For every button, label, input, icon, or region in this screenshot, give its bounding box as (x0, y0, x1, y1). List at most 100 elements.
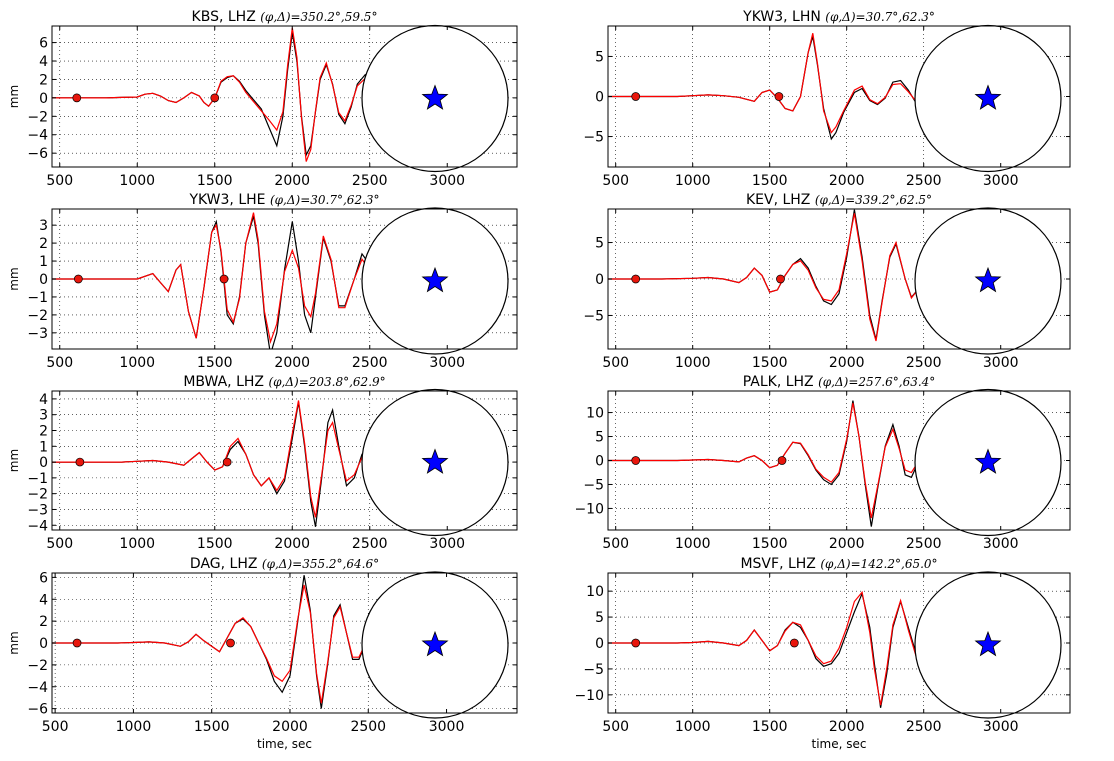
window-marker (631, 92, 641, 101)
globe-outline (361, 388, 509, 537)
x-tick-label: 1500 (197, 173, 233, 189)
window-marker (226, 638, 235, 648)
window-marker (631, 638, 641, 648)
x-tick-label: 500 (46, 173, 73, 189)
window-marker (631, 456, 641, 465)
subplot-title: MBWA, LHZ (φ,Δ)=203.8°,62.9° (183, 374, 385, 390)
x-tick-label: 3000 (983, 355, 1019, 371)
y-tick-label: −2 (27, 658, 48, 674)
synthetic-trace (608, 213, 967, 342)
station-map (914, 24, 1062, 173)
subplot-2: 500 1000 1500 2000 2500 3000 −5 0 5 YKW3, LHN (φ,… (583, 9, 1071, 189)
window-marker (73, 274, 83, 284)
subplot-1: 500 1000 1500 2000 2500 3000 −6 −4 −2 0 2 4 6 KBS, LH… (7, 9, 518, 189)
x-tick-label: 2000 (274, 173, 310, 189)
subplot-title-params: (φ,Δ)=30.7°,62.3° (270, 193, 380, 207)
x-tick-label: 2000 (829, 719, 865, 735)
x-tick-label: 1500 (752, 355, 788, 371)
synthetic-trace (52, 584, 413, 704)
y-tick-label: 2 (39, 72, 48, 88)
globe-outline (914, 207, 1062, 355)
station-map (914, 207, 1062, 355)
x-tick-label: 2500 (350, 719, 386, 735)
observed-trace (52, 32, 414, 158)
y-tick-label: 2 (39, 236, 48, 252)
subplot-4: 500 1000 1500 2000 2500 3000 −5 0 5 KEV, LHZ (φ,Δ… (583, 192, 1071, 371)
x-tick-label: 500 (602, 355, 629, 371)
x-tick-label: 500 (42, 719, 69, 735)
x-tick-label: 500 (602, 173, 629, 189)
x-tick-label: 3000 (429, 355, 465, 371)
x-tick-label: 2500 (352, 536, 388, 552)
y-tick-label: 0 (595, 90, 604, 106)
station-map (914, 388, 1062, 537)
subplot-title-station: DAG, LHZ (190, 556, 262, 572)
window-marker (789, 638, 799, 648)
event-star (421, 84, 449, 110)
observed-trace (52, 216, 414, 349)
x-tick-label: 1500 (752, 719, 788, 735)
event-star (974, 84, 1002, 110)
y-tick-label: 6 (39, 36, 48, 52)
event-star (421, 630, 449, 657)
y-tick-label: 10 (586, 406, 604, 422)
subplot-title: YKW3, LHN (φ,Δ)=30.7°,62.3° (742, 9, 935, 25)
x-tick-label: 3000 (429, 719, 465, 735)
x-tick-label: 2500 (352, 173, 388, 189)
subplot-3: 500 1000 1500 2000 2500 3000 −3 −2 −1 0 1 2 3 YKW3, L… (7, 192, 518, 371)
y-tick-label: −5 (583, 662, 604, 678)
y-tick-label: 4 (39, 592, 48, 608)
subplot-title-station: YKW3, LHN (742, 9, 825, 25)
y-tick-label: 10 (586, 584, 604, 600)
y-tick-label: −4 (27, 128, 48, 144)
y-tick-label: 6 (39, 570, 48, 586)
y-tick-label: −2 (27, 487, 48, 503)
window-marker (631, 274, 641, 284)
globe-outline (914, 388, 1062, 537)
y-tick-label: 5 (595, 49, 604, 65)
x-tick-label: 1000 (119, 173, 155, 189)
station-map (361, 24, 509, 173)
y-tick-label: −6 (27, 146, 48, 162)
y-tick-label: −3 (27, 502, 48, 518)
subplot-title-params: (φ,Δ)=30.7°,62.3° (825, 10, 935, 24)
event-star (974, 448, 1002, 474)
y-tick-label: 4 (39, 54, 48, 70)
station-map (361, 571, 509, 719)
x-tick-label: 1000 (675, 719, 711, 735)
x-tick-label: 3000 (983, 719, 1019, 735)
x-tick-label: 500 (46, 536, 73, 552)
x-tick-label: 2500 (352, 355, 388, 371)
window-marker (776, 274, 785, 284)
x-tick-label: 3000 (983, 536, 1019, 552)
subplot-title-station: YKW3, LHE (188, 192, 270, 208)
y-tick-label: 1 (39, 439, 48, 455)
x-tick-label: 1000 (119, 536, 155, 552)
x-tick-label: 2500 (906, 536, 942, 552)
y-axis-label: mm (7, 631, 21, 654)
x-tick-label: 2000 (274, 355, 310, 371)
subplot-title-params: (φ,Δ)=257.6°,63.4° (818, 375, 935, 389)
y-axis-label: mm (7, 267, 21, 290)
x-axis-label: time, sec (257, 737, 312, 751)
window-marker (222, 457, 232, 467)
subplot-7: 500 1000 1500 2000 2500 3000 −6 −4 −2 0 2 4 6 DAG, LH… (7, 556, 518, 751)
axes-frame (51, 390, 518, 531)
y-tick-label: 0 (39, 455, 48, 471)
subplot-title: PALK, LHZ (φ,Δ)=257.6°,63.4° (743, 374, 936, 390)
subplot-title-params: (φ,Δ)=355.2°,64.6° (262, 557, 379, 571)
y-tick-label: −4 (27, 518, 48, 534)
subplot-title-station: KBS, LHZ (192, 9, 261, 25)
y-tick-label: −1 (27, 290, 48, 306)
subplot-title-params: (φ,Δ)=142.2°,65.0° (820, 557, 937, 571)
y-tick-label: 0 (595, 454, 604, 470)
x-tick-label: 500 (46, 355, 73, 371)
observed-trace (608, 591, 968, 708)
subplot-title-station: MBWA, LHZ (183, 374, 268, 390)
subplot-title-station: PALK, LHZ (743, 374, 818, 390)
subplot-title-station: KEV, LHZ (746, 192, 815, 208)
x-tick-label: 3000 (983, 173, 1019, 189)
y-tick-label: 0 (595, 636, 604, 652)
event-star (421, 448, 449, 474)
